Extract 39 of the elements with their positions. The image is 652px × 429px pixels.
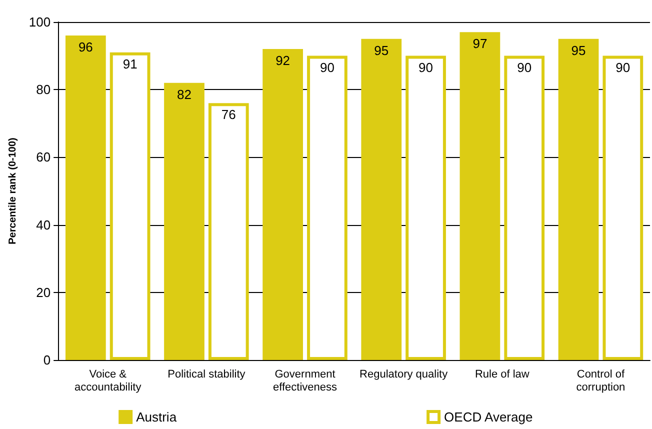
bar [262,49,303,360]
bar [602,56,644,360]
data-label: 76 [221,107,236,122]
y-tick-label: 0 [43,352,51,368]
data-label: 90 [320,60,334,75]
bar [558,38,599,360]
data-label: 97 [472,36,488,52]
y-tick-label: 100 [28,14,51,30]
data-label: 91 [122,56,138,72]
y-tick-label: 40 [36,217,51,232]
bar [361,38,402,360]
x-tick-label: Control of corruption [576,368,626,394]
data-label: 90 [418,60,434,75]
y-tick-label: 80 [36,82,51,98]
legend-label: Austria [136,410,178,424]
x-tick-label: Rule of law [474,368,530,380]
data-label: 95 [571,42,586,58]
y-tick-label: 60 [36,150,51,165]
bar [65,36,106,360]
data-label: 90 [517,60,532,75]
data-label: 92 [276,53,290,68]
bar [307,56,348,360]
x-tick-label: Political stability [168,368,246,380]
x-tick-label: Government effectiveness [273,368,338,394]
bar [110,52,150,360]
bar [460,32,500,360]
data-label: 82 [177,86,192,102]
bar [504,56,545,360]
y-axis-title: Percentile rank (0-100) [8,138,18,244]
legend-label: OECD Average [444,410,533,424]
data-label: 96 [78,40,93,55]
bar [406,56,446,360]
y-tick-label: 20 [36,284,51,300]
data-label: 95 [374,42,389,58]
x-tick-label: Voice & accountability [74,368,142,394]
bar [208,103,249,360]
x-tick-label: Regulatory quality [360,368,448,380]
data-label: 90 [616,60,630,75]
bar [164,82,204,360]
